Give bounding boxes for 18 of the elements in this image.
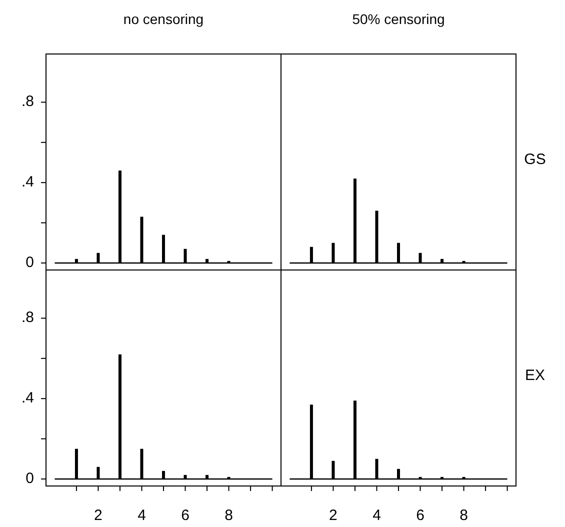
y-tick-label: .4 [21,390,34,407]
chart-title: 50% censoring [352,11,445,27]
chart-title: no censoring [123,11,204,27]
y-tick-label: .8 [21,309,34,326]
x-tick-label: 6 [416,506,424,524]
x-tick-label: 8 [224,506,233,524]
y-tick-label: .4 [21,174,34,191]
x-tick-label: 4 [138,506,146,524]
x-tick-label: 4 [372,506,381,524]
x-tick-label: 6 [181,506,190,524]
x-tick-label: 8 [460,506,468,524]
text: GS [524,150,546,168]
x-tick-label: 2 [94,506,102,524]
text: EX [524,366,546,384]
y-tick-label: 0 [26,254,34,271]
y-tick-label: 0 [26,470,34,487]
x-tick-label: 2 [329,506,338,524]
y-tick-label: .8 [21,93,34,110]
